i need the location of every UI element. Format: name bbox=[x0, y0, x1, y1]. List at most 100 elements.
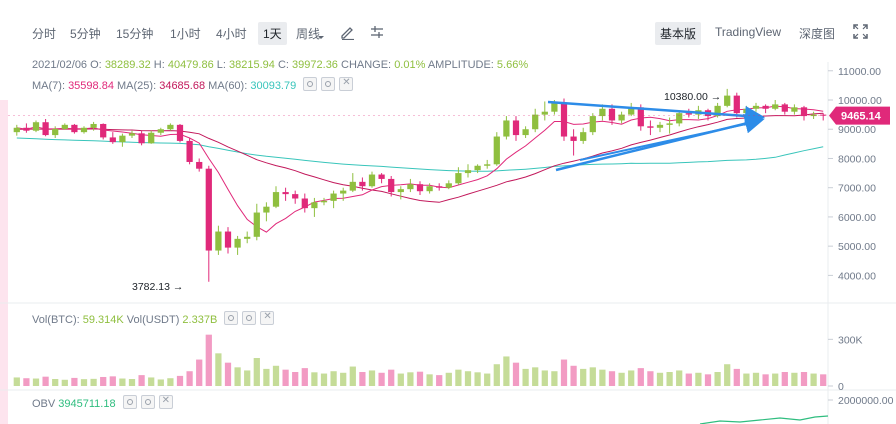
candle-body bbox=[186, 140, 193, 162]
candle-body bbox=[743, 108, 750, 114]
price-tick-label: 10000.00 bbox=[838, 95, 882, 107]
price-tick-label: 7000.00 bbox=[838, 183, 876, 195]
timeframe-1d[interactable]: 1天 bbox=[258, 22, 287, 45]
vol-settings-icon[interactable] bbox=[242, 311, 257, 325]
obv-tick-label: 2000000.00 bbox=[838, 395, 894, 407]
view-basic[interactable]: 基本版 bbox=[655, 22, 702, 45]
vol-visibility-icon[interactable] bbox=[224, 311, 239, 325]
volume-bar bbox=[90, 378, 97, 386]
candle-body bbox=[474, 165, 481, 171]
volume-bar bbox=[301, 368, 308, 386]
ma-info: MA(7): 35598.84 MA(25): 34685.68 MA(60):… bbox=[32, 77, 354, 92]
candle-body bbox=[628, 107, 635, 115]
candle-body bbox=[580, 132, 587, 141]
price-tick-label: 8000.00 bbox=[838, 153, 876, 165]
timeframe-5min[interactable]: 5分钟 bbox=[70, 27, 101, 41]
volume-bar bbox=[42, 376, 49, 386]
volume-bar bbox=[791, 372, 798, 386]
volume-bar bbox=[474, 372, 481, 386]
candle-body bbox=[608, 108, 616, 121]
candle-body bbox=[666, 123, 673, 125]
volume-bar bbox=[560, 359, 568, 386]
candle-body bbox=[109, 137, 116, 143]
candle-body bbox=[42, 122, 49, 136]
candle-body bbox=[762, 105, 769, 109]
candle-body bbox=[167, 124, 174, 130]
volume-bar bbox=[119, 378, 126, 386]
obv-close-icon[interactable] bbox=[158, 395, 173, 409]
candle-body bbox=[570, 136, 577, 141]
volume-bar bbox=[282, 369, 289, 386]
volume-bar bbox=[176, 375, 184, 386]
ma-close-icon[interactable] bbox=[339, 77, 354, 91]
timeframe-15min[interactable]: 15分钟 bbox=[116, 27, 154, 41]
chevron-down-icon bbox=[318, 36, 324, 39]
candle-body bbox=[253, 212, 260, 237]
vol-usdt-value: 2.337B bbox=[182, 314, 218, 326]
volume-bar bbox=[416, 371, 424, 386]
volume-bar bbox=[263, 368, 270, 386]
ma-settings-icon[interactable] bbox=[321, 77, 336, 91]
candle-body bbox=[138, 133, 145, 144]
ma-visibility-icon[interactable] bbox=[303, 77, 318, 91]
volume-bar bbox=[714, 372, 721, 386]
candle-body bbox=[512, 120, 520, 136]
indicator-icon[interactable] bbox=[369, 24, 385, 45]
candle-body bbox=[551, 102, 558, 112]
volume-bar bbox=[52, 379, 59, 386]
ma60-line bbox=[16, 137, 824, 172]
volume-bars bbox=[13, 334, 827, 386]
volume-bar bbox=[205, 334, 212, 386]
volume-bar bbox=[752, 372, 760, 386]
volume-bar bbox=[13, 377, 20, 386]
candle-body bbox=[599, 108, 606, 117]
timeframe-1h[interactable]: 1小时 bbox=[170, 27, 201, 41]
volume-bar bbox=[148, 377, 155, 386]
candle-body bbox=[263, 206, 270, 213]
volume-bar bbox=[522, 368, 529, 386]
obv-visibility-icon[interactable] bbox=[122, 395, 137, 409]
candle-body bbox=[733, 95, 740, 114]
volume-bar bbox=[349, 366, 356, 386]
candle-body bbox=[388, 178, 395, 193]
view-depth[interactable]: 深度图 bbox=[799, 27, 836, 41]
volume-bar bbox=[503, 356, 510, 386]
volume-bar bbox=[196, 359, 203, 386]
timeframe-realtime[interactable]: 分时 bbox=[32, 27, 57, 41]
candle-body bbox=[589, 116, 596, 133]
vol-close-icon[interactable] bbox=[260, 311, 275, 325]
current-price-label: 9465.14 bbox=[841, 111, 882, 123]
price-tick-label: 9000.00 bbox=[838, 124, 876, 136]
chart-toolbar: 分时 5分钟 15分钟 1小时 4小时 1天 周线 基本版 TradingVie… bbox=[0, 0, 896, 64]
candle-body bbox=[119, 135, 126, 143]
candle-body bbox=[244, 236, 251, 239]
candle-body bbox=[320, 200, 328, 203]
trendline-lower-2 bbox=[579, 120, 761, 161]
fullscreen-icon[interactable] bbox=[853, 24, 868, 44]
candle-body bbox=[148, 132, 155, 144]
timeframe-week[interactable]: 周线 bbox=[296, 27, 321, 41]
volume-bar bbox=[570, 365, 577, 386]
trendlines bbox=[547, 100, 765, 172]
candle-body bbox=[820, 114, 827, 116]
obv-settings-icon[interactable] bbox=[140, 395, 155, 409]
candle-body bbox=[445, 183, 452, 188]
timeframe-4h[interactable]: 4小时 bbox=[216, 27, 247, 41]
candle-body bbox=[781, 104, 788, 112]
volume-bar bbox=[551, 371, 558, 386]
volume-bar bbox=[138, 375, 145, 386]
pencil-icon[interactable] bbox=[340, 24, 356, 45]
left-edge-strip bbox=[0, 100, 8, 424]
candle-body bbox=[32, 122, 40, 131]
candle-body bbox=[416, 184, 424, 192]
ma7-value: 35598.84 bbox=[68, 80, 114, 92]
volume-bar bbox=[455, 369, 462, 386]
candle-body bbox=[656, 124, 664, 128]
volume-bar bbox=[100, 376, 107, 386]
view-tradingview[interactable]: TradingView bbox=[715, 25, 782, 39]
candle-body bbox=[532, 114, 539, 130]
obv-line bbox=[699, 415, 829, 424]
volume-bar bbox=[80, 379, 88, 386]
candle-body bbox=[685, 113, 692, 115]
